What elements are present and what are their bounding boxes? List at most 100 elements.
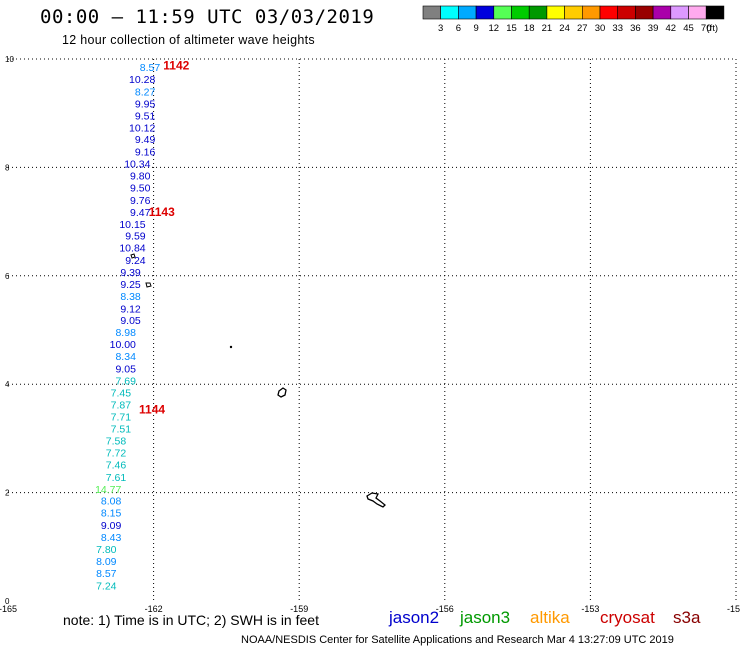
observation-label: 9.05	[115, 363, 136, 375]
observation-label: 10.34	[124, 159, 150, 171]
scale-tick-label: 70	[701, 23, 712, 34]
observation-label: 8.57	[96, 568, 117, 580]
island-small-1	[130, 253, 136, 259]
x-tick-label: -156	[436, 604, 454, 614]
scale-tick-label: 6	[456, 23, 461, 34]
y-tick-label: 4	[5, 380, 10, 389]
y-tick-label: 2	[5, 489, 10, 498]
observation-label: 7.69	[115, 375, 136, 387]
observation-label: 9.95	[135, 98, 156, 110]
observation-label: 9.24	[125, 255, 146, 267]
observation-label: 10.28	[129, 74, 155, 86]
scale-swatch	[705, 5, 725, 20]
note-text: note: 1) Time is in UTC; 2) SWH is in fe…	[63, 612, 319, 628]
observation-label: 9.39	[120, 267, 141, 279]
scale-swatch	[475, 5, 495, 20]
x-tick-label: -165	[0, 604, 17, 614]
scale-tick-label: 36	[630, 23, 641, 34]
observation-label: 7.58	[106, 436, 127, 448]
y-tick-label: 0	[5, 597, 10, 606]
scale-swatch	[546, 5, 565, 20]
observation-label: 10.15	[119, 219, 145, 231]
island-big	[366, 492, 386, 508]
scale-tick-label: 27	[577, 23, 588, 34]
observation-label: 7.24	[96, 580, 117, 592]
observation-label: 7.80	[96, 544, 117, 556]
observation-label: 9.76	[130, 195, 151, 207]
scale-swatch	[422, 5, 442, 20]
observation-label: 10.00	[110, 339, 136, 351]
observation-label: 7.46	[106, 459, 127, 471]
y-tick-label: 6	[5, 272, 10, 281]
observation-label: 7.51	[111, 424, 132, 436]
island-oahu	[277, 387, 287, 398]
scale-tick-label: 15	[506, 23, 517, 34]
scale-tick-label: 45	[683, 23, 694, 34]
track-labels: 1142 1143 1144	[139, 58, 190, 416]
observation-label: 9.05	[120, 315, 141, 327]
observation-label: 14.77	[95, 484, 121, 496]
scale-swatch	[528, 5, 548, 20]
legend-jason3: jason3	[460, 608, 511, 627]
observation-label: 9.49	[135, 134, 156, 146]
track-label: 1144	[139, 403, 165, 417]
x-tick-label: -150	[727, 604, 740, 614]
scale-tick-label: 33	[612, 23, 623, 34]
track-label: 1142	[163, 58, 189, 72]
x-tick-label: -153	[581, 604, 599, 614]
observation-label: 8.38	[120, 291, 141, 303]
footer-credit: NOAA/NESDIS Center for Satellite Applica…	[241, 634, 674, 646]
observation-label: 7.61	[106, 472, 127, 484]
observation-label: 7.72	[106, 447, 127, 459]
scale-unit: (ft)	[706, 23, 718, 34]
observation-label: 8.98	[115, 327, 136, 339]
observation-label: 9.16	[135, 147, 156, 159]
observation-label: 9.47	[130, 207, 151, 219]
scale-swatch	[493, 5, 512, 20]
observation-label: 9.12	[120, 303, 141, 315]
island-dot	[229, 345, 233, 349]
scale-tick-label: 24	[559, 23, 570, 34]
y-tick-label: 8	[5, 163, 10, 172]
scale-swatch	[599, 5, 619, 20]
scale-tick-label: 12	[489, 23, 500, 34]
scale-tick-label: 42	[666, 23, 677, 34]
observation-label: 9.51	[135, 110, 156, 122]
chart-title: 00:00 – 11:59 UTC 03/03/2019	[40, 6, 375, 28]
scale-tick-label: 21	[542, 23, 553, 34]
observation-label: 9.59	[125, 231, 146, 243]
track-label: 1143	[149, 205, 175, 219]
scale-tick-label: 30	[595, 23, 606, 34]
scale-tick-label: 9	[473, 23, 478, 34]
observation-label: 10.84	[119, 243, 145, 255]
observation-label: 8.15	[101, 508, 122, 520]
observation-label: 9.50	[130, 182, 151, 194]
scale-tick-label: 18	[524, 23, 535, 34]
observation-label: 8.34	[115, 351, 136, 363]
scale-swatch	[688, 5, 707, 20]
color-scale: 3 6 9 12 15 18 21 24 27 30 33 36 39 42 45 70(ft)	[422, 5, 725, 34]
observation-label: 8.09	[96, 556, 117, 568]
observation-label: 9.25	[120, 279, 141, 291]
scale-swatch	[581, 5, 601, 20]
map-axes: -165 -162 -159 -156 -153 -150 0 2 4 6 8 10	[0, 55, 740, 614]
scale-swatch	[511, 5, 530, 20]
observation-label: 8.27	[135, 87, 156, 99]
scale-swatch	[670, 5, 689, 20]
observation-label: 10.12	[129, 122, 155, 134]
x-tick-label: -162	[145, 604, 163, 614]
observation-label: 8.08	[101, 496, 122, 508]
observation-label: 9.09	[101, 520, 122, 532]
x-tick-label: -159	[290, 604, 308, 614]
islands	[130, 253, 386, 508]
observation-label: 7.45	[111, 387, 132, 399]
legend-altika: altika	[530, 608, 570, 627]
scale-swatch	[652, 5, 672, 20]
observation-label: 8.57	[140, 62, 161, 74]
observation-label: 7.71	[111, 412, 132, 424]
scale-swatch	[564, 5, 583, 20]
chart-subtitle: 12 hour collection of altimeter wave hei…	[62, 33, 315, 47]
legend-s3a: s3a	[673, 608, 701, 627]
observation-label: 8.43	[101, 532, 122, 544]
